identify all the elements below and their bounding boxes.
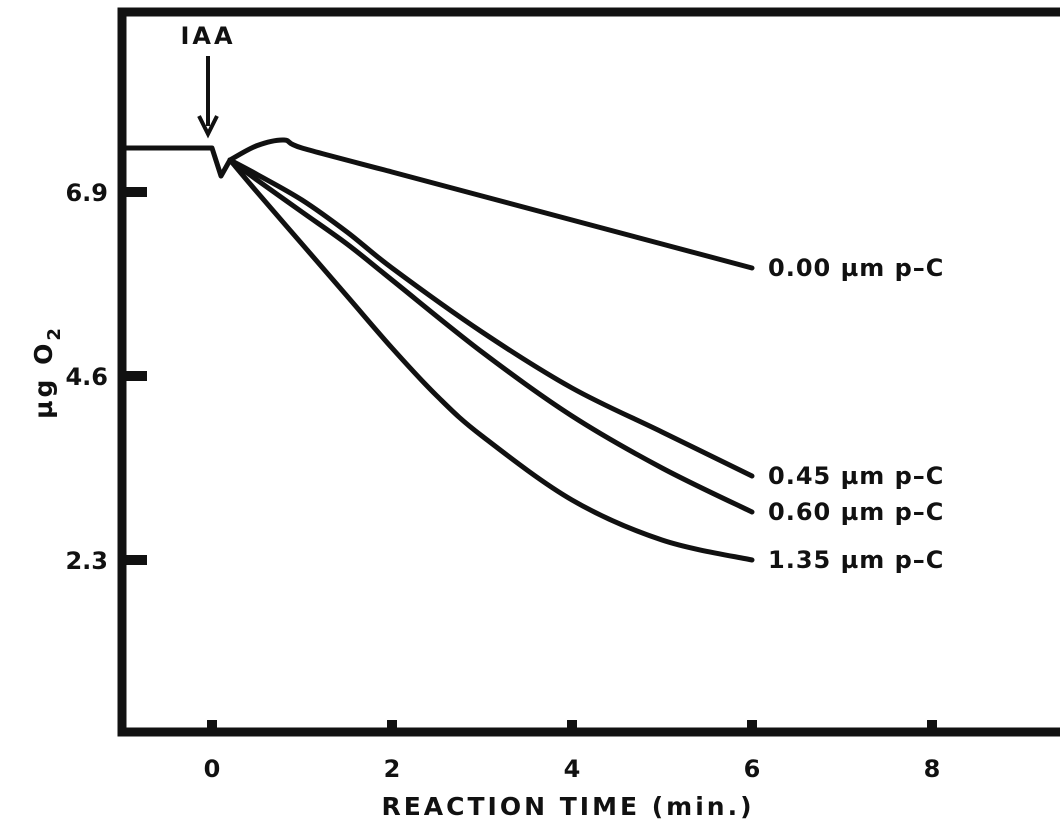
x-tick-label: 4	[564, 755, 581, 783]
curves	[119, 137, 755, 563]
baseline-line	[119, 145, 233, 179]
series-line-2	[227, 157, 755, 515]
series-label-1: 0.45 µm p–C	[768, 462, 944, 490]
plot-border	[117, 7, 1060, 737]
x-tick-mark	[927, 720, 937, 732]
series-line-1	[227, 157, 755, 479]
axis-ticks	[122, 187, 937, 732]
y-tick-mark	[122, 187, 147, 197]
series-label-3: 1.35 µm p–C	[768, 546, 944, 574]
y-tick-mark	[122, 371, 147, 381]
x-tick-label: 2	[384, 755, 401, 783]
plot-frame	[117, 7, 1060, 737]
series-label-0: 0.00 µm p–C	[768, 254, 944, 282]
series-line-0	[227, 137, 755, 271]
y-tick-label: 4.6	[65, 363, 108, 391]
y-axis-title-main: µg O	[29, 341, 58, 419]
y-axis-title-subscript: 2	[44, 325, 65, 341]
x-tick-mark	[747, 720, 757, 732]
x-tick-mark	[387, 720, 397, 732]
y-tick-mark	[122, 555, 147, 565]
annotation-label: IAA	[180, 22, 235, 50]
x-tick-label: 0	[204, 755, 221, 783]
series-line-3	[227, 157, 755, 563]
series-label-2: 0.60 µm p–C	[768, 498, 944, 526]
x-tick-mark	[207, 720, 217, 732]
x-tick-label: 8	[924, 755, 941, 783]
x-axis-title: REACTION TIME (min.)	[381, 792, 754, 821]
x-tick-label: 6	[744, 755, 761, 783]
y-axis-title: µg O2	[29, 325, 65, 419]
annotation-arrow-head	[197, 115, 219, 139]
y-tick-label: 6.9	[65, 179, 108, 207]
y-tick-label: 2.3	[65, 547, 108, 575]
x-tick-mark	[567, 720, 577, 732]
labels: 0 2 4 6 8 2.3 4.6 6.9 0.00 µm p–C 0.45 µm p–C 0.60…	[29, 22, 944, 821]
